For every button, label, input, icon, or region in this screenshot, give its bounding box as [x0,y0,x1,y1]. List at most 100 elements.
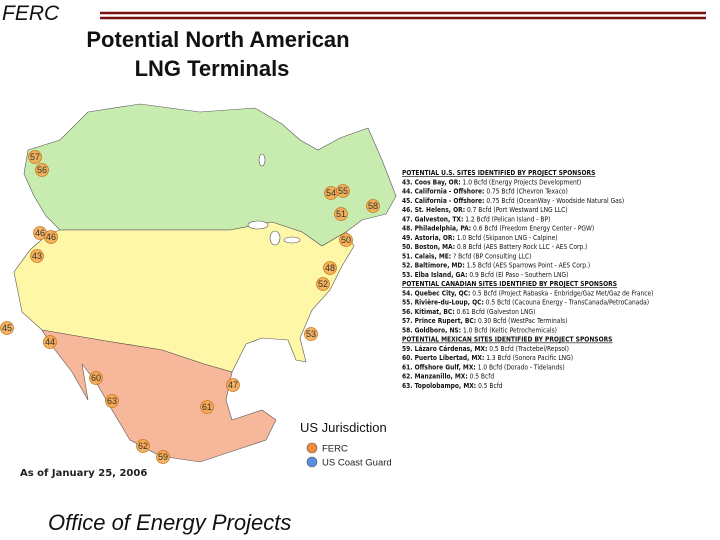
marker [136,439,150,453]
marker-label: 44 [45,337,55,347]
marker-label: 59 [158,452,168,462]
mexico [41,329,277,463]
site-entry: 60. Puerto Libertad, MX: 1.3 Bcfd (Sonor… [402,354,573,362]
site-entry: 54. Quebec City, QC: 0.5 Bcfd (Project R… [402,289,653,297]
site-name: 52. Baltimore, MD: [402,262,465,270]
site-detail: 0.61 Bcfd (Galveston LNG) [455,308,536,316]
marker [226,378,240,392]
marker-label: 47 [228,380,238,390]
marker [200,400,214,414]
site-entry: 51. Calais, ME: ? Bcfd (BP Consulting LL… [402,252,532,260]
marker [89,371,103,385]
site-detail: 1.0 Bcfd (Energy Projects Development) [461,178,582,186]
site-detail: 0.5 Bcfd [468,373,495,381]
site-entry: 57. Prince Rupert, BC: 0.30 Bcfd (WestPa… [402,317,567,325]
site-detail: 0.9 Bcfd (El Paso - Southern LNG) [467,271,568,279]
marker [366,199,380,213]
site-detail: 0.30 Bcfd (WestPac Terminals) [476,317,567,325]
site-name: 59. Lázaro Cárdenas, MX: [402,345,487,353]
site-entry: 48. Philadelphia, PA: 0.6 Bcfd (Freedom … [402,225,594,233]
site-entry: 47. Galveston, TX: 1.2 Bcfd (Pelican Isl… [402,215,550,223]
site-name: 48. Philadelphia, PA: [402,225,471,233]
site-name: 62. Manzanillo, MX: [402,373,468,381]
date-note: As of January 25, 2006 [20,468,147,479]
site-entry: 43. Coos Bay, OR: 1.0 Bcfd (Energy Proje… [402,178,581,186]
site-name: 58. Goldboro, NS: [402,326,461,334]
marker-label: 52 [318,279,328,289]
site-detail: 0.75 Bcfd (Chevron Texaco) [484,188,567,196]
site-detail: 1.5 Bcfd (AES Sparrows Point - AES Corp.… [465,262,591,270]
marker [334,207,348,221]
site-entry: 44. California - Offshore: 0.75 Bcfd (Ch… [402,188,568,196]
legend: FERC US Coast Guard [306,442,392,469]
marker-label: 63 [107,396,117,406]
marker-label: 45 [2,323,12,333]
site-entry: 62. Manzanillo, MX: 0.5 Bcfd [402,373,494,381]
marker [30,249,44,263]
title: LNG Terminals [135,56,290,81]
marker-label: 62 [138,441,148,451]
legend-swatch [306,456,318,468]
site-detail: 0.5 Bcfd [476,382,503,390]
marker [156,450,170,464]
site-name: 49. Astoria, OR: [402,234,455,242]
section-heading: POTENTIAL CANADIAN SITES IDENTIFIED BY P… [402,280,617,288]
site-name: 61. Offshore Gulf, MX: [402,363,476,371]
site-entry: 56. Kitimat, BC: 0.61 Bcfd (Galveston LN… [402,308,535,316]
site-detail: 0.5 Bcfd (Tractebel/Repsol) [487,345,569,353]
legend-swatch [306,442,318,454]
marker [339,233,353,247]
lake [269,230,281,246]
marker-label: 51 [336,209,346,219]
footer: Office of Energy Projects [48,510,291,535]
lake [283,236,301,244]
united-states [13,221,355,373]
marker-label: 46 [46,232,56,242]
marker-label: 58 [368,201,378,211]
site-entry: 50. Boston, MA: 0.8 Bcfd (AES Battery Ro… [402,243,587,251]
marker-label: 46 [35,228,45,238]
marker [323,261,337,275]
site-name: 56. Kitimat, BC: [402,308,455,316]
site-detail: 0.75 Bcfd (OceanWay - Woodside Natural G… [484,197,624,205]
site-entry: 45. California - Offshore: 0.75 Bcfd (Oc… [402,197,624,205]
legend-title: US Jurisdiction [300,420,387,435]
legend-label: US Coast Guard [322,458,392,469]
site-name: 54. Quebec City, QC: [402,289,470,297]
section-heading: POTENTIAL MEXICAN SITES IDENTIFIED BY PR… [402,336,612,344]
site-name: 63. Topolobampo, MX: [402,382,476,390]
marker-label: 50 [341,235,351,245]
site-entry: 58. Goldboro, NS: 1.0 Bcfd (Keltic Petro… [402,326,557,334]
site-detail: 0.7 Bcfd (Port Westward LNG LLC) [465,206,568,214]
site-entry: 53. Elba Island, GA: 0.9 Bcfd (El Paso -… [402,271,568,279]
marker [35,163,49,177]
marker-label: 61 [202,402,212,412]
marker-label: 55 [338,186,348,196]
marker [0,321,14,335]
marker [336,184,350,198]
site-name: 60. Puerto Libertad, MX: [402,354,484,362]
marker-label: 57 [30,152,40,162]
site-detail: 1.0 Bcfd (Dorado - Tidelands) [476,363,565,371]
legend-label: FERC [322,444,348,455]
site-name: 45. California - Offshore: [402,197,484,205]
lake [258,153,266,167]
site-entry: 46. St. Helens, OR: 0.7 Bcfd (Port Westw… [402,206,568,214]
marker [43,335,57,349]
site-name: 51. Calais, ME: [402,252,451,260]
marker-label: 48 [325,263,335,273]
marker-label: 56 [37,165,47,175]
marker [316,277,330,291]
site-detail: 1.2 Bcfd (Pelican Island - BP) [463,215,550,223]
marker [44,230,58,244]
site-name: 43. Coos Bay, OR: [402,178,461,186]
marker [304,327,318,341]
site-entry: 59. Lázaro Cárdenas, MX: 0.5 Bcfd (Tract… [402,345,569,353]
site-name: 47. Galveston, TX: [402,215,463,223]
site-name: 57. Prince Rupert, BC: [402,317,476,325]
marker-label: 60 [91,373,101,383]
site-detail: ? Bcfd (BP Consulting LLC) [451,252,531,260]
site-name: 44. California - Offshore: [402,188,484,196]
marker-label: 54 [326,188,336,198]
